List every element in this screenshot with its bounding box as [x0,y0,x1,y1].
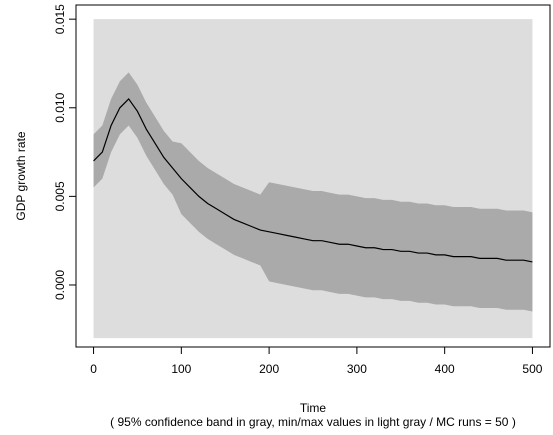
x-tick-label: 500 [522,362,542,376]
y-tick-label: 0.015 [53,4,67,34]
x-tick-label: 300 [347,362,367,376]
plot-frame [75,4,551,348]
y-tick-label: 0.005 [53,181,67,211]
y-tick-label: 0.000 [53,270,67,300]
line [93,97,533,263]
x-tick-label: 0 [90,362,97,376]
y-axis-label: GDP growth rate [14,131,28,220]
y-tick-label: 0.010 [53,92,67,122]
x-axis-label: Time [300,401,327,415]
x-tick-label: 100 [171,362,191,376]
x-tick-label: 400 [435,362,455,376]
band [93,72,533,312]
x-tick-label: 200 [259,362,279,376]
subtitle: ( 95% confidence band in gray, min/max v… [110,415,516,429]
